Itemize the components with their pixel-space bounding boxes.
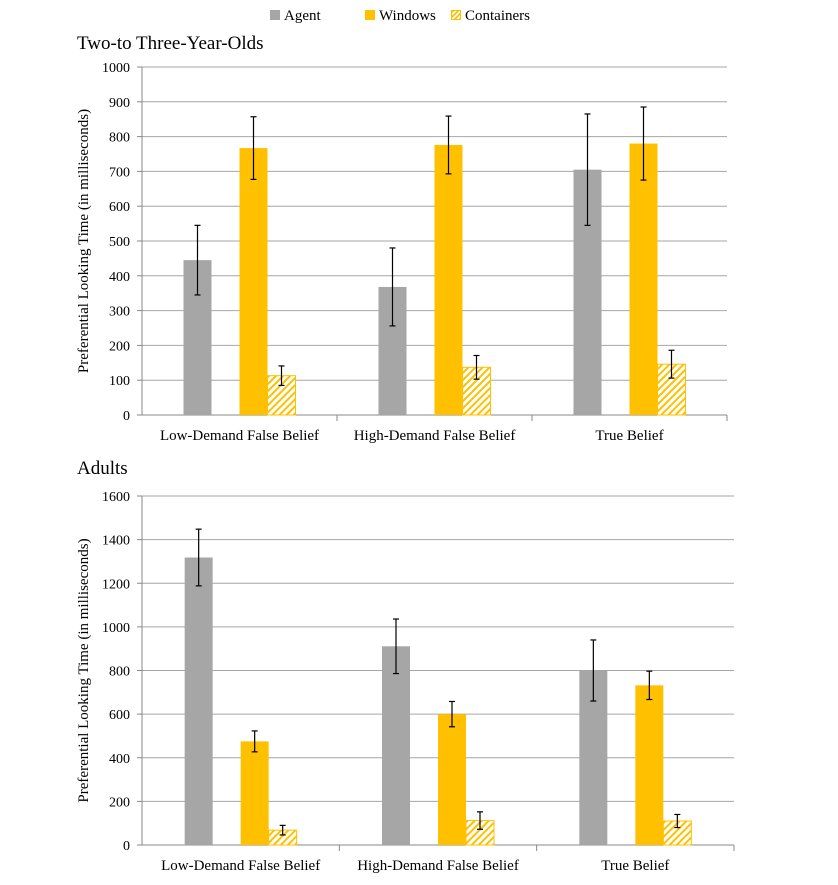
bar-windows-adults [240,741,269,845]
legend-swatch-windows [365,10,375,21]
bar-windows-toddlers [629,143,658,415]
y-tick-label: 400 [109,752,130,767]
y-tick-label: 600 [109,708,130,723]
bar-windows-toddlers [434,144,463,415]
legend-label-containers: Containers [465,8,530,24]
y-tick-label: 900 [109,96,130,111]
legend-label-agent: Agent [284,8,321,24]
y-tick-label: 1200 [102,577,130,592]
y-tick-label: 1000 [102,61,130,76]
y-tick-label: 800 [109,131,130,146]
chart-title-adults: Adults [77,458,128,479]
chart-panel-toddlers: 0 100 200 300 400 500 600 700 800 900 1000 Low-Dema… [76,61,728,444]
bar-windows-adults [635,685,664,845]
y-tick-label: 0 [123,839,130,854]
bar-windows-toddlers [239,148,268,416]
y-tick-label: 500 [109,235,130,250]
bar-agent-adults [382,646,410,845]
y-tick-label: 1000 [102,621,130,636]
legend-item-windows: Windows [365,8,436,25]
y-tick-label: 0 [123,409,130,424]
legend-item-agent: Agent [270,8,321,25]
y-tick-label: 700 [109,165,130,180]
chart-panel-adults: 0 200 400 600 800 1000 1200 1400 1600 Low-Demand … [76,490,735,874]
y-tick-label: 400 [109,270,130,285]
y-tick-label: 200 [109,339,130,354]
legend-swatch-agent [270,10,280,21]
y-tick-label: 1600 [102,490,130,505]
y-tick-label: 800 [109,665,130,680]
x-category-label: True Belief [601,858,669,874]
y-tick-label: 600 [109,200,130,215]
y-tick-label: 200 [109,795,130,810]
chart-title-toddlers: Two-to Three-Year-Olds [77,33,264,54]
y-axis-label: Preferential Looking Time (in millisecon… [76,538,92,802]
bar-windows-adults [438,714,466,845]
legend-swatch-containers [451,10,461,21]
y-tick-label: 300 [109,305,130,320]
bar-agent-adults [184,557,213,845]
y-tick-label: 1400 [102,534,130,549]
legend-item-containers: Containers [451,8,530,25]
x-category-label: True Belief [595,428,663,444]
x-category-label: High-Demand False Belief [357,858,519,874]
bar-containers-toddlers [267,375,296,416]
y-axis-label: Preferential Looking Time (in millisecon… [76,109,92,373]
y-tick-label: 100 [109,374,130,389]
x-category-label: Low-Demand False Belief [160,428,319,444]
legend-label-windows: Windows [379,8,436,24]
x-category-label: Low-Demand False Belief [161,858,320,874]
x-category-label: High-Demand False Belief [354,428,516,444]
